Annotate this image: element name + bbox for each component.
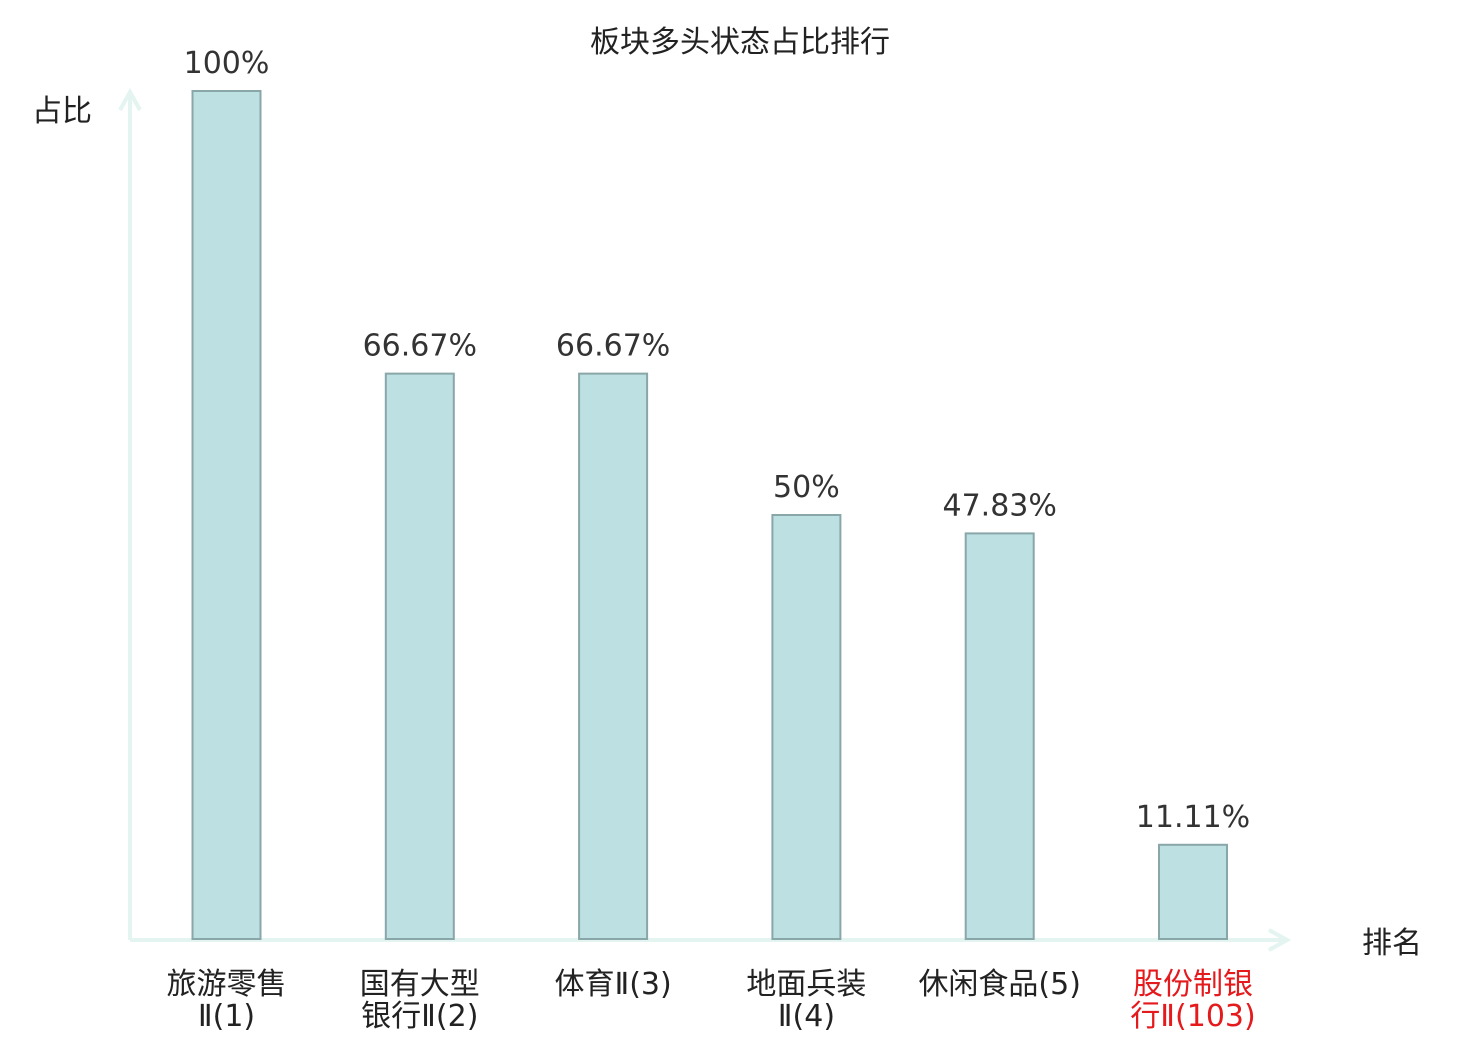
x-axis-arrow bbox=[1268, 928, 1292, 952]
category-label-line: Ⅱ(4) bbox=[778, 999, 835, 1034]
category-label-line: 体育Ⅱ(3) bbox=[554, 967, 671, 1002]
category-labels: 旅游零售 Ⅱ(1) 国有大型银行Ⅱ(2) 体育Ⅱ(3) 地面兵装 Ⅱ(4) 休闲食品(5) 股… bbox=[167, 967, 1256, 1034]
x-axis-label: 排名 bbox=[1362, 926, 1422, 961]
category-label-line: 银行Ⅱ(2) bbox=[361, 999, 478, 1034]
chart-title: 板块多头状态占比排行 bbox=[590, 25, 890, 60]
value-labels: 100% 66.67% 66.67% 50% 47.83% 11.11% bbox=[184, 46, 1251, 835]
bars bbox=[191, 90, 1228, 940]
bar bbox=[191, 90, 262, 940]
bar bbox=[578, 372, 649, 940]
category-label: 体育Ⅱ(3) bbox=[554, 967, 671, 1002]
category-label: 休闲食品(5) bbox=[918, 967, 1081, 1002]
category-label-line: 旅游零售 bbox=[167, 967, 287, 1002]
category-label-line: 股份制银 bbox=[1133, 967, 1253, 1002]
category-label-line: 国有大型 bbox=[360, 967, 480, 1002]
bar bbox=[964, 532, 1035, 940]
category-label: 国有大型银行Ⅱ(2) bbox=[360, 967, 480, 1034]
bar bbox=[1158, 843, 1228, 940]
category-label: 股份制银行Ⅱ(103) bbox=[1130, 967, 1255, 1034]
value-label: 11.11% bbox=[1136, 800, 1250, 835]
category-label-line: 休闲食品(5) bbox=[918, 967, 1081, 1002]
category-label: 地面兵装 Ⅱ(4) bbox=[746, 967, 866, 1034]
value-label: 47.83% bbox=[943, 488, 1057, 523]
y-axis-label: 占比 bbox=[32, 94, 92, 129]
value-label: 50% bbox=[773, 470, 840, 505]
value-label: 100% bbox=[184, 46, 270, 81]
category-label-line: Ⅱ(1) bbox=[198, 999, 255, 1034]
value-label: 66.67% bbox=[363, 329, 477, 364]
value-label: 66.67% bbox=[556, 329, 670, 364]
category-label-line: 行Ⅱ(103) bbox=[1130, 999, 1255, 1034]
bar bbox=[771, 514, 842, 940]
category-label-line: 地面兵装 bbox=[746, 967, 866, 1002]
bar bbox=[384, 372, 455, 940]
axes bbox=[118, 87, 1292, 952]
y-axis-arrow bbox=[118, 87, 142, 111]
category-label: 旅游零售 Ⅱ(1) bbox=[167, 967, 287, 1034]
